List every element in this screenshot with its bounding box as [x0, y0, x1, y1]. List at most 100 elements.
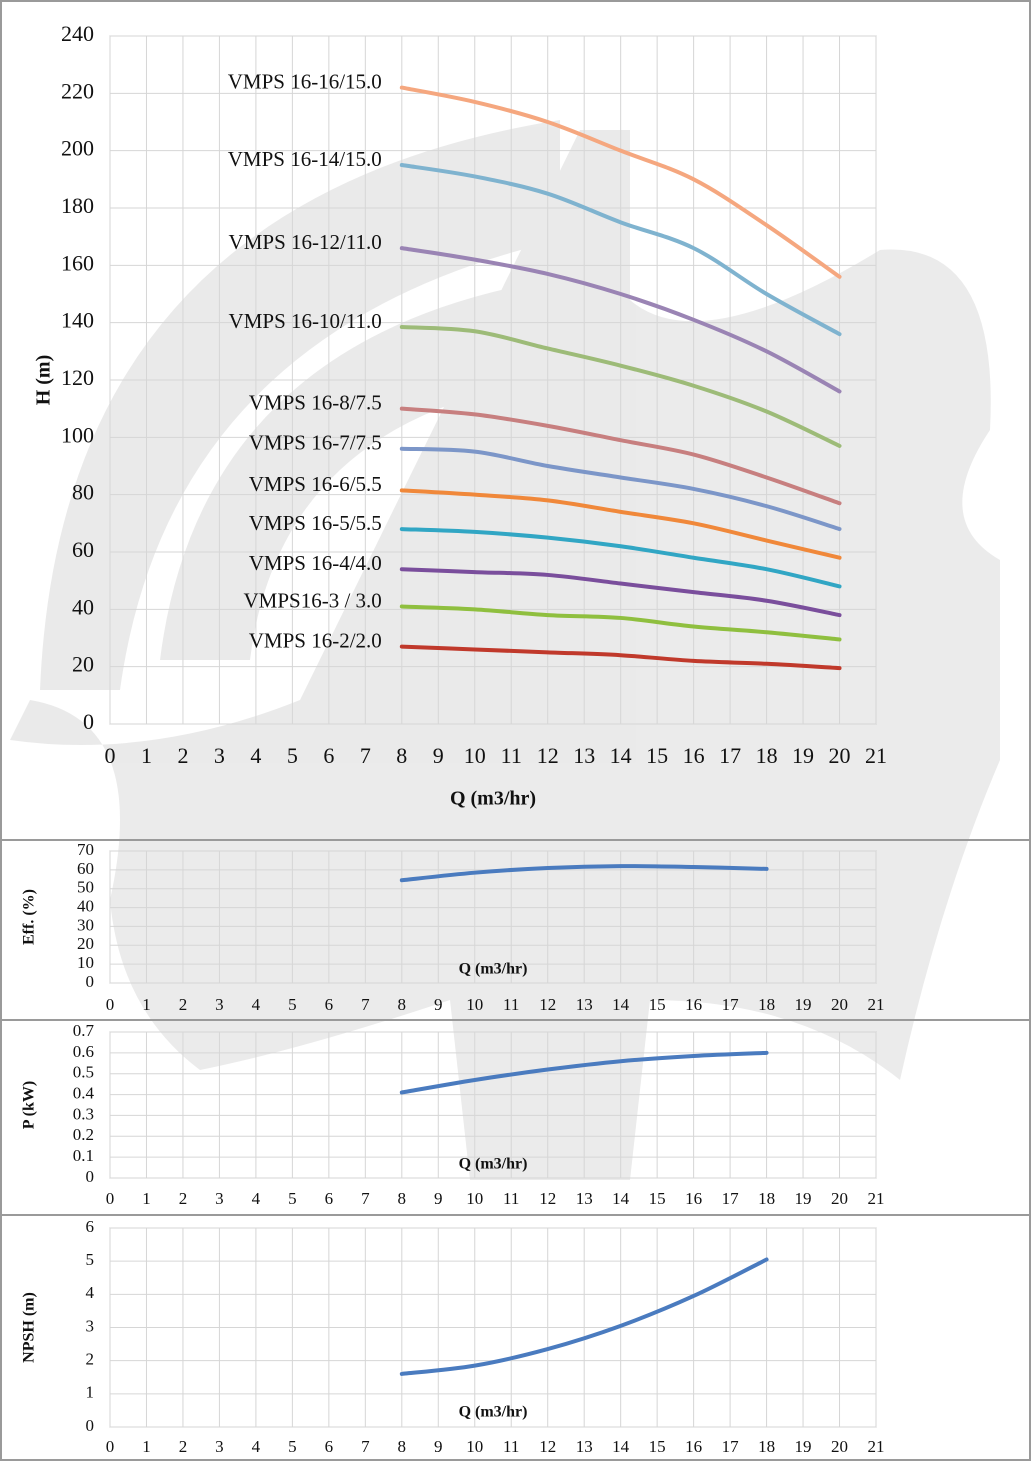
- series-line: [399, 163, 842, 337]
- x-tick-label: 0: [106, 1437, 115, 1456]
- y-tick-label: 0.7: [73, 1021, 95, 1040]
- x-tick-label: 2: [179, 1437, 188, 1456]
- y-tick-label: 20: [72, 652, 94, 677]
- y-tick-label: 6: [86, 1217, 95, 1236]
- x-tick-label: 11: [503, 995, 519, 1014]
- series-label: VMPS 16-16/15.0: [228, 69, 382, 93]
- x-tick-label: 13: [576, 995, 593, 1014]
- series-label: VMPS 16-6/5.5: [249, 472, 382, 496]
- x-tick-label: 20: [831, 995, 848, 1014]
- x-tick-label: 3: [215, 1189, 224, 1208]
- x-tick-label: 5: [288, 1189, 297, 1208]
- y-tick-label: 0.1: [73, 1146, 94, 1165]
- x-tick-label: 15: [649, 995, 666, 1014]
- x-tick-label: 1: [142, 995, 151, 1014]
- x-tick-label: 17: [722, 1437, 740, 1456]
- x-tick-label: 2: [179, 1189, 188, 1208]
- x-tick-label: 13: [573, 743, 595, 768]
- watermark: [10, 120, 1000, 1180]
- x-tick-label: 1: [142, 1437, 151, 1456]
- y-tick-label: 0: [86, 1416, 95, 1435]
- y-tick-label: 80: [72, 480, 94, 505]
- x-tick-label: 21: [868, 995, 885, 1014]
- y-tick-label: 100: [61, 422, 94, 447]
- x-tick-label: 11: [503, 1189, 519, 1208]
- y-tick-label: 40: [72, 594, 94, 619]
- x-tick-label: 18: [758, 995, 775, 1014]
- x-tick-label: 13: [576, 1437, 593, 1456]
- x-axis-label: Q (m3/hr): [459, 961, 528, 978]
- y-tick-label: 5: [86, 1250, 95, 1269]
- x-tick-label: 11: [501, 743, 522, 768]
- x-tick-label: 9: [434, 995, 443, 1014]
- x-tick-label: 8: [398, 995, 407, 1014]
- x-axis-label: Q (m3/hr): [459, 1156, 528, 1173]
- y-tick-label: 120: [61, 365, 94, 390]
- x-tick-label: 12: [537, 743, 559, 768]
- x-tick-label: 2: [177, 743, 188, 768]
- x-tick-label: 5: [288, 995, 297, 1014]
- x-tick-label: 8: [398, 1189, 407, 1208]
- x-tick-label: 6: [325, 995, 334, 1014]
- y-tick-label: 0: [86, 972, 95, 991]
- x-tick-label: 6: [325, 1189, 334, 1208]
- series-label: VMPS 16-12/11.0: [229, 230, 382, 254]
- x-tick-label: 14: [610, 743, 632, 768]
- y-tick-label: 200: [61, 136, 94, 161]
- y-tick-label: 60: [77, 859, 94, 878]
- x-tick-label: 20: [829, 743, 851, 768]
- x-tick-label: 14: [612, 1437, 630, 1456]
- x-tick-label: 4: [252, 1189, 261, 1208]
- y-tick-label: 0.4: [73, 1083, 95, 1102]
- series-label: VMPS 16-10/11.0: [229, 309, 382, 333]
- x-tick-label: 18: [758, 1189, 775, 1208]
- x-tick-label: 5: [288, 1437, 297, 1456]
- series-line: [399, 567, 842, 618]
- x-tick-label: 10: [466, 1189, 483, 1208]
- x-tick-label: 20: [831, 1437, 848, 1456]
- y-tick-label: 50: [77, 878, 94, 897]
- x-tick-label: 4: [252, 1437, 261, 1456]
- x-tick-label: 21: [868, 1189, 885, 1208]
- x-tick-label: 4: [252, 995, 261, 1014]
- series-line: [399, 446, 842, 532]
- x-tick-label: 5: [287, 743, 298, 768]
- x-tick-label: 20: [831, 1189, 848, 1208]
- y-tick-label: 1: [86, 1383, 95, 1402]
- x-tick-label: 11: [503, 1437, 519, 1456]
- x-tick-label: 15: [649, 1189, 666, 1208]
- y-tick-label: 30: [77, 915, 94, 934]
- x-tick-label: 1: [141, 743, 152, 768]
- series-label: VMPS 16-4/4.0: [249, 551, 382, 575]
- x-tick-label: 19: [795, 1437, 812, 1456]
- y-tick-label: 20: [77, 934, 94, 953]
- y-tick-label: 60: [72, 537, 94, 562]
- y-tick-label: 220: [61, 78, 94, 103]
- series-line: [399, 644, 842, 671]
- x-tick-label: 14: [612, 995, 630, 1014]
- x-tick-label: 7: [360, 743, 371, 768]
- series-line: [399, 324, 842, 448]
- x-tick-label: 21: [865, 743, 887, 768]
- x-tick-label: 16: [685, 1437, 702, 1456]
- x-tick-label: 9: [434, 1189, 443, 1208]
- y-tick-label: 70: [77, 840, 94, 859]
- y-tick-label: 3: [86, 1316, 95, 1335]
- x-tick-label: 0: [105, 743, 116, 768]
- y-axis-label: NPSH (m): [21, 1292, 38, 1363]
- x-tick-label: 19: [795, 995, 812, 1014]
- series-label: VMPS 16-8/7.5: [249, 390, 382, 414]
- x-tick-label: 15: [649, 1437, 666, 1456]
- x-tick-label: 0: [106, 1189, 115, 1208]
- x-tick-label: 8: [396, 743, 407, 768]
- y-tick-label: 40: [77, 896, 94, 915]
- y-axis-label: H (m): [33, 355, 55, 406]
- y-tick-label: 0.3: [73, 1104, 94, 1123]
- y-tick-label: 240: [61, 21, 94, 46]
- y-axis-label: P (kW): [21, 1081, 38, 1129]
- y-tick-label: 0.2: [73, 1125, 94, 1144]
- series-line: [399, 406, 842, 506]
- x-axis-label: Q (m3/hr): [459, 1404, 528, 1421]
- x-tick-label: 19: [792, 743, 814, 768]
